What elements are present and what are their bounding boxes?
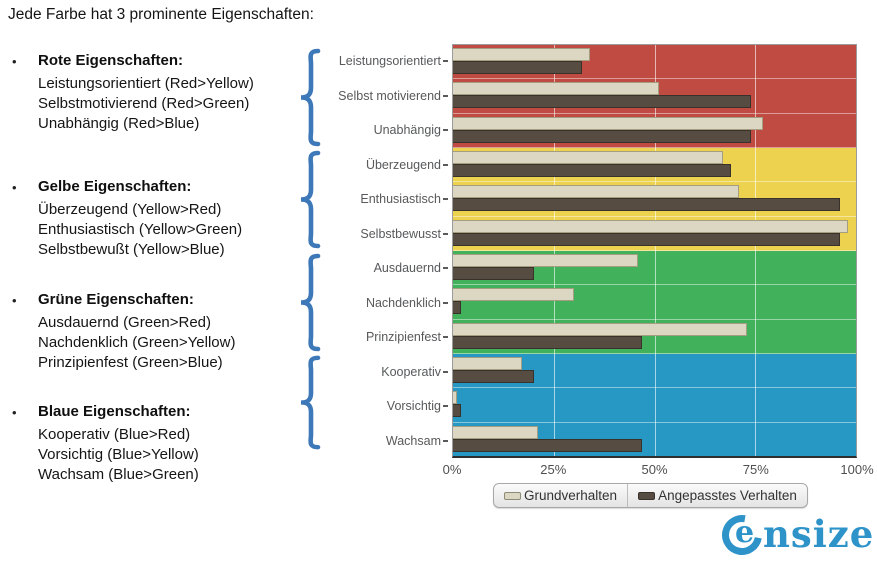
angepasstes-verhalten-bar bbox=[453, 95, 752, 109]
attribute-item: Enthusiastisch (Yellow>Green) bbox=[38, 221, 243, 238]
attribute-item: Selbstmotivierend (Red>Green) bbox=[38, 95, 250, 112]
grundverhalten-bar bbox=[453, 185, 740, 199]
category-label: Kooperativ bbox=[300, 355, 448, 390]
chart-row bbox=[453, 113, 856, 148]
angepasstes-verhalten-bar bbox=[453, 369, 534, 383]
grundverhalten-bar bbox=[453, 425, 538, 439]
legend-swatch-icon bbox=[504, 491, 521, 500]
chart-row bbox=[453, 216, 856, 251]
grundverhalten-bar bbox=[453, 48, 591, 61]
chart-row bbox=[453, 79, 856, 114]
x-tick-label: 100% bbox=[840, 462, 874, 477]
grundverhalten-bar bbox=[453, 391, 458, 405]
chart-legend: Grundverhalten Angepasstes Verhalten bbox=[493, 483, 808, 508]
group-items: Leistungsorientiert (Red>Yellow) Selbstmo… bbox=[38, 74, 318, 134]
legend-swatch-icon bbox=[638, 491, 656, 500]
group-items: Überzeugend (Yellow>Red) Enthusiastisch (… bbox=[38, 200, 318, 260]
category-label: Enthusiastisch bbox=[300, 182, 448, 217]
x-axis-labels: 0% 25% 50% 75% 100% bbox=[443, 462, 874, 478]
angepasstes-verhalten-bar bbox=[453, 404, 462, 418]
attribute-group: • Grüne Eigenschaften: Ausdauernd (Green… bbox=[12, 291, 318, 373]
grundverhalten-bar bbox=[453, 356, 522, 370]
x-tick-label: 75% bbox=[742, 462, 769, 477]
angepasstes-verhalten-bar bbox=[453, 266, 534, 280]
angepasstes-verhalten-bar bbox=[453, 335, 643, 349]
logo-letter-e: e bbox=[735, 515, 755, 550]
category-label: Selbstbewusst bbox=[300, 217, 448, 252]
attribute-item: Vorsichtig (Blue>Yellow) bbox=[38, 446, 199, 463]
category-label: Leistungsorientiert bbox=[300, 44, 448, 79]
category-label: Prinzipienfest bbox=[300, 320, 448, 355]
bullet-icon: • bbox=[12, 54, 17, 69]
chart-row bbox=[453, 182, 856, 217]
grundverhalten-bar bbox=[453, 116, 764, 130]
category-label: Überzeugend bbox=[300, 148, 448, 183]
page-title: Jede Farbe hat 3 prominente Eigenschafte… bbox=[8, 6, 314, 23]
group-heading: Gelbe Eigenschaften: bbox=[38, 178, 192, 195]
grundverhalten-bar bbox=[453, 82, 659, 96]
category-label: Nachdenklich bbox=[300, 286, 448, 321]
grundverhalten-bar bbox=[453, 150, 723, 164]
legend-item-grundverhalten[interactable]: Grundverhalten bbox=[494, 484, 627, 507]
angepasstes-verhalten-bar bbox=[453, 129, 752, 143]
legend-label: Angepasstes Verhalten bbox=[658, 488, 797, 503]
angepasstes-verhalten-bar bbox=[453, 198, 840, 212]
grundverhalten-bar bbox=[453, 288, 574, 302]
bullet-icon: • bbox=[12, 180, 17, 195]
attribute-item: Überzeugend (Yellow>Red) bbox=[38, 201, 222, 218]
attribute-item: Prinzipienfest (Green>Blue) bbox=[38, 354, 223, 371]
attribute-group: • Rote Eigenschaften: Leistungsorientier… bbox=[12, 52, 318, 134]
logo-mark: e bbox=[714, 507, 770, 563]
logo-text: nsize bbox=[763, 512, 875, 556]
angepasstes-verhalten-bar bbox=[453, 232, 840, 246]
attribute-item: Unabhängig (Red>Blue) bbox=[38, 115, 200, 132]
legend-item-angepasstes-verhalten[interactable]: Angepasstes Verhalten bbox=[627, 484, 807, 507]
gridline-75 bbox=[755, 45, 757, 456]
attribute-item: Ausdauernd (Green>Red) bbox=[38, 314, 212, 331]
attribute-item: Kooperativ (Blue>Red) bbox=[38, 426, 191, 443]
angepasstes-verhalten-bar bbox=[453, 301, 462, 315]
category-label: Vorsichtig bbox=[300, 389, 448, 424]
grundverhalten-bar bbox=[453, 253, 639, 267]
attribute-item: Wachsam (Blue>Green) bbox=[38, 466, 199, 483]
category-label: Wachsam bbox=[300, 424, 448, 459]
attribute-group: • Blaue Eigenschaften: Kooperativ (Blue>… bbox=[12, 403, 318, 485]
attribute-item: Nachdenklich (Green>Yellow) bbox=[38, 334, 236, 351]
group-heading: Rote Eigenschaften: bbox=[38, 52, 184, 69]
attribute-group: • Gelbe Eigenschaften: Überzeugend (Yell… bbox=[12, 178, 318, 260]
gridline-25 bbox=[553, 45, 555, 456]
bullet-icon: • bbox=[12, 293, 17, 308]
gridline-50 bbox=[654, 45, 656, 456]
ensize-logo: e nsize bbox=[714, 507, 875, 563]
grundverhalten-bar bbox=[453, 322, 748, 336]
attribute-item: Leistungsorientiert (Red>Yellow) bbox=[38, 75, 254, 92]
angepasstes-verhalten-bar bbox=[453, 438, 643, 452]
x-tick-label: 25% bbox=[540, 462, 567, 477]
category-label: Unabhängig bbox=[300, 113, 448, 148]
category-labels: Leistungsorientiert Selbst motivierend Una… bbox=[300, 44, 448, 458]
angepasstes-verhalten-bar bbox=[453, 61, 582, 74]
group-items: Kooperativ (Blue>Red) Vorsichtig (Blue>Ye… bbox=[38, 425, 318, 485]
category-label: Ausdauernd bbox=[300, 251, 448, 286]
group-heading: Blaue Eigenschaften: bbox=[38, 403, 191, 420]
category-label: Selbst motivierend bbox=[300, 79, 448, 114]
legend-label: Grundverhalten bbox=[524, 488, 618, 503]
bar-chart-plot bbox=[452, 44, 857, 458]
angepasstes-verhalten-bar bbox=[453, 163, 732, 177]
group-items: Ausdauernd (Green>Red) Nachdenklich (Gree… bbox=[38, 313, 318, 373]
attribute-item: Selbstbewußt (Yellow>Blue) bbox=[38, 241, 225, 258]
bullet-icon: • bbox=[12, 405, 17, 420]
x-tick-label: 0% bbox=[442, 462, 462, 477]
x-tick-label: 50% bbox=[641, 462, 668, 477]
grundverhalten-bar bbox=[453, 219, 848, 233]
group-heading: Grüne Eigenschaften: bbox=[38, 291, 194, 308]
